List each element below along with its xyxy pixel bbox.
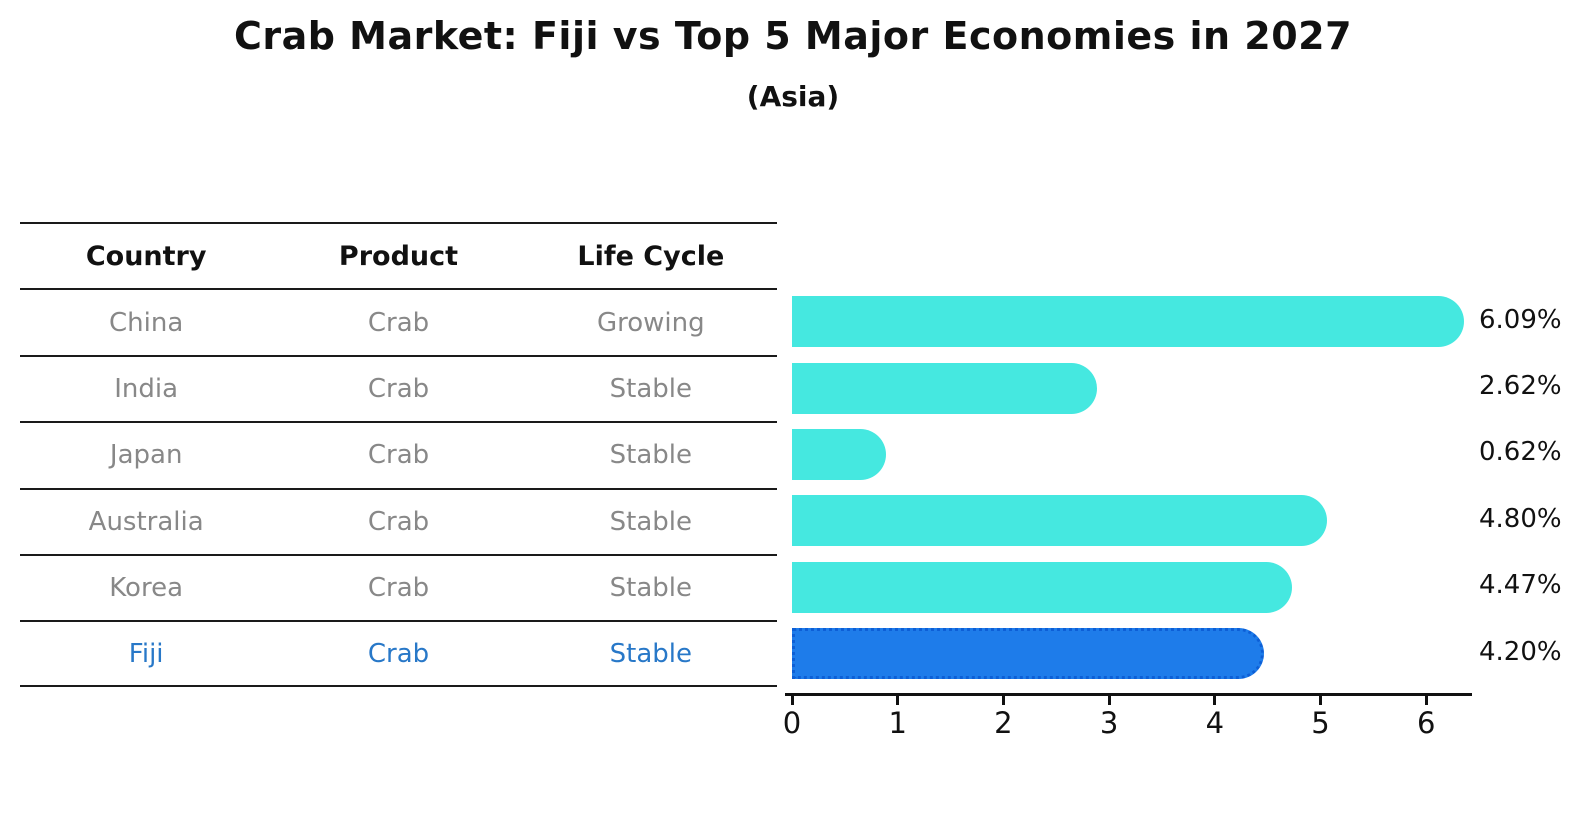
- table-row-china: China Crab Growing: [20, 288, 777, 354]
- table-header-row: Country Product Life Cycle: [20, 222, 777, 288]
- x-axis-tick-2: [1001, 696, 1005, 705]
- value-label-fiji: 4.20%: [1479, 636, 1562, 667]
- x-axis-line: [785, 693, 1472, 696]
- table-row-australia: Australia Crab Stable: [20, 487, 777, 554]
- x-axis-tick-0: [790, 696, 794, 705]
- data-table: Country Product Life Cycle China Crab Growing…: [20, 222, 777, 687]
- x-axis-tick-label-3: 3: [1099, 706, 1119, 740]
- cell-country: China: [109, 307, 184, 338]
- x-axis-tick-label-6: 6: [1416, 706, 1436, 740]
- table-row-korea: Korea Crab Stable: [20, 553, 777, 620]
- x-axis-tick-3: [1107, 696, 1111, 705]
- cell-product: Crab: [367, 573, 430, 604]
- x-axis-tick-4: [1213, 696, 1217, 705]
- cell-life-cycle: Stable: [609, 638, 692, 669]
- x-axis-tick-label-5: 5: [1311, 706, 1330, 740]
- value-label-india: 2.62%: [1479, 371, 1562, 401]
- value-label-korea: 4.47%: [1479, 570, 1562, 601]
- cell-life-cycle: Stable: [609, 573, 692, 604]
- cell-product: Crab: [367, 307, 430, 338]
- column-header-product: Product: [338, 240, 459, 272]
- bar-china: [792, 296, 1464, 348]
- column-header-country: Country: [85, 240, 207, 272]
- x-axis-tick-5: [1319, 696, 1322, 705]
- chart-title: Crab Market: Fiji vs Top 5 Major Economi…: [233, 14, 1353, 58]
- table-row-japan: Japan Crab Stable: [20, 421, 777, 487]
- bar-australia: [792, 495, 1328, 547]
- cell-product: Crab: [367, 638, 430, 669]
- cell-country: Australia: [88, 506, 204, 537]
- value-label-australia: 4.80%: [1479, 503, 1562, 534]
- cell-product: Crab: [367, 440, 430, 471]
- table-row-india: India Crab Stable: [20, 354, 777, 421]
- x-axis-tick-1: [896, 696, 900, 705]
- column-header-life-cycle: Life Cycle: [577, 240, 725, 272]
- x-axis-tick-6: [1424, 696, 1428, 705]
- bar-fiji: [792, 628, 1264, 680]
- cell-product: Crab: [367, 506, 430, 537]
- x-axis-tick-label-1: 1: [888, 706, 907, 740]
- chart-subtitle: (Asia): [746, 80, 840, 113]
- table-row-fiji: Fiji Crab Stable: [20, 620, 777, 687]
- cell-life-cycle: Growing: [596, 307, 705, 338]
- cell-life-cycle: Stable: [609, 373, 692, 404]
- cell-life-cycle: Stable: [609, 440, 692, 471]
- cell-product: Crab: [367, 373, 430, 404]
- value-label-japan: 0.62%: [1479, 437, 1562, 468]
- x-axis-tick-label-4: 4: [1205, 706, 1225, 740]
- bar-korea: [792, 561, 1293, 613]
- cell-country: Japan: [109, 440, 183, 471]
- cell-country: Korea: [109, 573, 184, 604]
- bar-india: [792, 362, 1097, 414]
- bar-japan: [792, 428, 886, 480]
- cell-country: India: [114, 373, 179, 404]
- x-axis-tick-label-0: 0: [782, 706, 802, 740]
- cell-life-cycle: Stable: [609, 506, 692, 537]
- x-axis-tick-label-2: 2: [994, 706, 1013, 740]
- cell-country: Fiji: [128, 638, 164, 669]
- value-label-china: 6.09%: [1479, 304, 1562, 335]
